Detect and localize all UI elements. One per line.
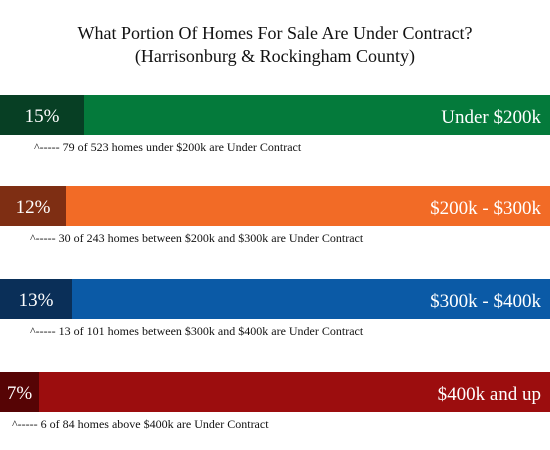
category-label-1: Under $200k — [441, 107, 541, 128]
category-label-2: $200k - $300k — [430, 198, 541, 219]
category-label-4: $400k and up — [438, 384, 541, 405]
chart-title-block: What Portion Of Homes For Sale Are Under… — [0, 22, 550, 68]
annotation-3: ^----- 13 of 101 homes between $300k and… — [30, 324, 364, 338]
bar-2-portion — [0, 186, 66, 226]
chart-title: What Portion Of Homes For Sale Are Under… — [77, 23, 473, 43]
value-label-4: 7% — [7, 383, 33, 404]
annotation-1: ^----- 79 of 523 homes under $200k are U… — [34, 140, 302, 154]
chart-subtitle: (Harrisonburg & Rockingham County) — [134, 46, 416, 66]
bar-3 — [0, 279, 550, 319]
bar-3-portion — [0, 279, 72, 319]
bar-2 — [0, 186, 550, 226]
bar-1-portion — [0, 95, 84, 135]
category-label-3: $300k - $400k — [430, 291, 541, 312]
bar-1 — [0, 95, 550, 135]
value-label-3: 13% — [19, 290, 54, 311]
value-label-2: 12% — [16, 197, 51, 218]
value-label-1: 15% — [25, 106, 60, 127]
annotation-2: ^----- 30 of 243 homes between $200k and… — [30, 231, 364, 245]
annotation-4: ^----- 6 of 84 homes above $400k are Und… — [12, 417, 269, 431]
bar-4-portion — [0, 372, 39, 412]
bar-4 — [0, 372, 550, 412]
